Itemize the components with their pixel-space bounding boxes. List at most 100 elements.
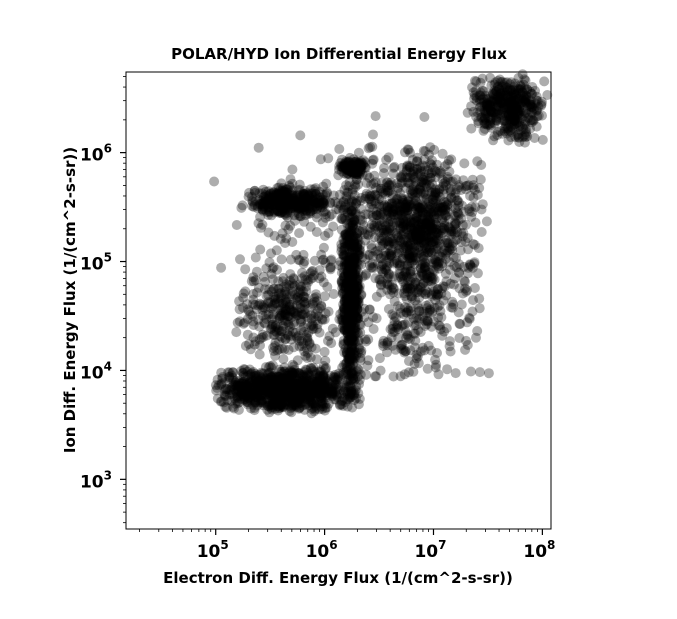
data-point [313, 389, 324, 400]
data-point [268, 388, 279, 399]
data-point [345, 381, 356, 392]
data-point [308, 381, 319, 392]
data-point [220, 401, 231, 412]
data-point [309, 376, 320, 387]
data-point [296, 377, 307, 388]
data-point [278, 391, 289, 402]
data-point [289, 367, 300, 378]
data-point [299, 377, 310, 388]
data-point [314, 385, 325, 396]
data-point [400, 302, 410, 313]
data-point [336, 396, 347, 407]
data-point [296, 382, 307, 393]
data-point [284, 389, 294, 400]
y-tick-label: 105 [80, 251, 112, 275]
data-point [289, 387, 300, 398]
data-point [302, 392, 313, 403]
data-point [479, 119, 490, 130]
data-point [256, 381, 267, 392]
data-point [254, 349, 265, 360]
data-point [265, 374, 276, 385]
data-point [254, 384, 264, 395]
data-point [311, 376, 322, 387]
data-point [451, 253, 462, 263]
data-point [279, 373, 290, 384]
data-point [299, 397, 310, 407]
data-point [252, 400, 263, 411]
data-point [474, 367, 485, 378]
data-point [231, 327, 242, 338]
data-point [315, 370, 326, 381]
x-tick-label: 107 [414, 538, 446, 562]
data-point [213, 380, 224, 391]
data-point [273, 401, 284, 412]
data-point [315, 383, 326, 394]
data-point [334, 189, 345, 200]
data-point [243, 390, 253, 401]
data-point [318, 360, 329, 371]
data-point [300, 377, 311, 388]
data-point [271, 396, 282, 407]
data-point [281, 394, 291, 405]
data-point [244, 378, 255, 389]
data-point [238, 368, 248, 378]
data-point [320, 383, 331, 394]
data-point [419, 276, 430, 287]
data-point [385, 324, 396, 335]
data-point [326, 388, 337, 399]
data-point [282, 370, 293, 381]
data-point [314, 404, 325, 415]
data-point [292, 386, 303, 397]
data-point [249, 396, 260, 407]
data-point [227, 402, 238, 412]
data-point [236, 390, 247, 401]
data-point [469, 93, 480, 104]
data-point [294, 385, 305, 396]
data-point [288, 393, 299, 404]
data-point [256, 373, 267, 384]
data-point [275, 399, 286, 410]
data-point [298, 388, 309, 399]
data-point [240, 264, 251, 275]
data-point [419, 112, 430, 122]
data-point [320, 373, 331, 384]
data-point [293, 384, 304, 395]
data-point [358, 220, 369, 231]
data-point [274, 376, 284, 387]
data-point [370, 371, 381, 382]
data-point [278, 401, 289, 412]
data-point [454, 333, 465, 343]
data-point [260, 380, 271, 390]
data-point [319, 376, 330, 387]
data-point [405, 283, 416, 294]
data-point [333, 204, 344, 215]
data-point [242, 379, 252, 390]
data-point [297, 371, 308, 382]
data-point [234, 296, 245, 307]
data-point [258, 376, 269, 386]
data-point [284, 375, 295, 386]
data-point [276, 380, 287, 391]
data-point [398, 214, 409, 225]
data-point [273, 397, 284, 408]
data-point [246, 375, 257, 386]
data-point [469, 257, 480, 268]
data-point [308, 395, 319, 406]
data-point [277, 384, 288, 395]
data-point [374, 199, 385, 210]
data-point [278, 388, 289, 399]
data-point [268, 399, 279, 410]
data-point [301, 378, 312, 389]
data-point [286, 387, 297, 397]
data-point [315, 392, 326, 403]
data-point [276, 402, 287, 412]
data-point [265, 379, 275, 390]
data-point [264, 379, 275, 390]
data-point [269, 400, 280, 411]
data-point [286, 387, 297, 398]
data-point [427, 162, 438, 173]
data-point [279, 391, 290, 402]
data-point [262, 383, 273, 394]
data-point [220, 384, 231, 395]
data-point [273, 378, 284, 389]
